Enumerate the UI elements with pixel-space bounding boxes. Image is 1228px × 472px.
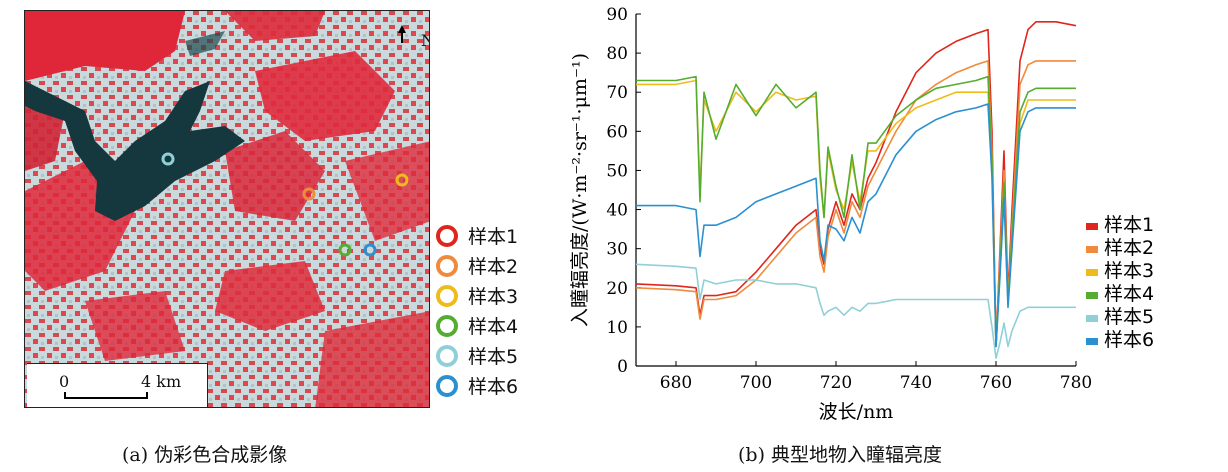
series-line-sample-6: [636, 103, 1076, 348]
legend-swatch-sample-3: [1086, 269, 1098, 276]
legend-swatch-sample-2: [1086, 246, 1098, 253]
sample-6-ring-icon: [436, 375, 458, 397]
series-line-sample-5: [635, 263, 1076, 360]
radiance-chart: 0 10 20 30 40 50 60 70 80 90 680 700 720 740 760 780 波长/…: [569, 5, 1154, 423]
legend-item-sample-6: 样本6: [436, 372, 546, 398]
sample-5-ring-icon: [436, 345, 458, 367]
x-tick-label: 760: [980, 373, 1012, 393]
x-tick-label: 720: [820, 373, 852, 393]
y-axis-label: 入瞳辐亮度/(W·m⁻²·sr⁻¹·μm⁻¹): [569, 53, 591, 327]
legend-label: 样本3: [468, 286, 519, 308]
legend-label-sample-1: 样本1: [1104, 214, 1154, 236]
legend-item-sample-3: 样本3: [436, 282, 546, 308]
x-tick-label: 680: [660, 373, 692, 393]
legend-label-sample-4: 样本4: [1104, 283, 1154, 305]
x-tick-label: 740: [900, 373, 932, 393]
y-tick-label: 20: [606, 279, 628, 299]
y-tick-label: 90: [606, 5, 628, 25]
scale-bar: 0 4 km: [27, 363, 208, 407]
legend-swatch-sample-4: [1086, 292, 1098, 299]
legend-label-sample-5: 样本5: [1104, 306, 1154, 328]
y-tick-label: 30: [606, 240, 628, 260]
false-color-image-panel: N 0 4 km: [24, 10, 430, 408]
sample-5-marker: [161, 152, 175, 166]
sample-3-marker: [395, 173, 409, 187]
scale-distance-label: 4 km: [141, 372, 182, 391]
legend-swatch-sample-1: [1086, 223, 1098, 230]
y-tick-label: 70: [606, 83, 628, 103]
y-tick-label: 0: [617, 357, 628, 377]
scale-bar-line: [64, 392, 148, 399]
sample-2-ring-icon: [436, 255, 458, 277]
legend-item-sample-4: 样本4: [436, 312, 546, 338]
legend-item-sample-5: 样本5: [436, 342, 546, 368]
legend-label-sample-2: 样本2: [1104, 237, 1154, 259]
caption-b: (b) 典型地物入瞳辐亮度: [738, 444, 943, 466]
sample-4-marker: [338, 243, 352, 257]
legend-swatch-sample-6: [1086, 338, 1098, 345]
scale-zero-label: 0: [59, 372, 70, 391]
y-tick-label: 40: [606, 201, 628, 221]
caption-a: (a) 伪彩色合成影像: [122, 444, 288, 466]
legend-label-sample-3: 样本3: [1104, 260, 1154, 282]
legend-label: 样本6: [468, 376, 519, 398]
x-axis-label: 波长/nm: [819, 401, 894, 423]
x-tick-label: 780: [1060, 373, 1092, 393]
y-tick-label: 10: [606, 318, 628, 338]
x-tick-label: 700: [740, 373, 772, 393]
sample-4-ring-icon: [436, 315, 458, 337]
legend-label-sample-6: 样本6: [1104, 329, 1154, 351]
north-label: N: [421, 31, 429, 50]
legend-swatch-sample-5: [1086, 315, 1098, 322]
legend-label: 样本1: [468, 226, 519, 248]
y-tick-label: 50: [606, 161, 628, 181]
legend-item-sample-2: 样本2: [436, 252, 546, 278]
y-tick-label: 80: [606, 44, 628, 64]
sample-2-marker: [302, 187, 316, 201]
legend-label: 样本5: [468, 346, 519, 368]
sample-1-ring-icon: [436, 225, 458, 247]
false-color-image: [25, 11, 429, 407]
sample-6-marker: [363, 243, 377, 257]
legend-label: 样本2: [468, 256, 519, 278]
legend-item-sample-1: 样本1: [436, 222, 546, 248]
y-tick-label: 60: [606, 122, 628, 142]
sample-3-ring-icon: [436, 285, 458, 307]
legend-label: 样本4: [468, 316, 519, 338]
